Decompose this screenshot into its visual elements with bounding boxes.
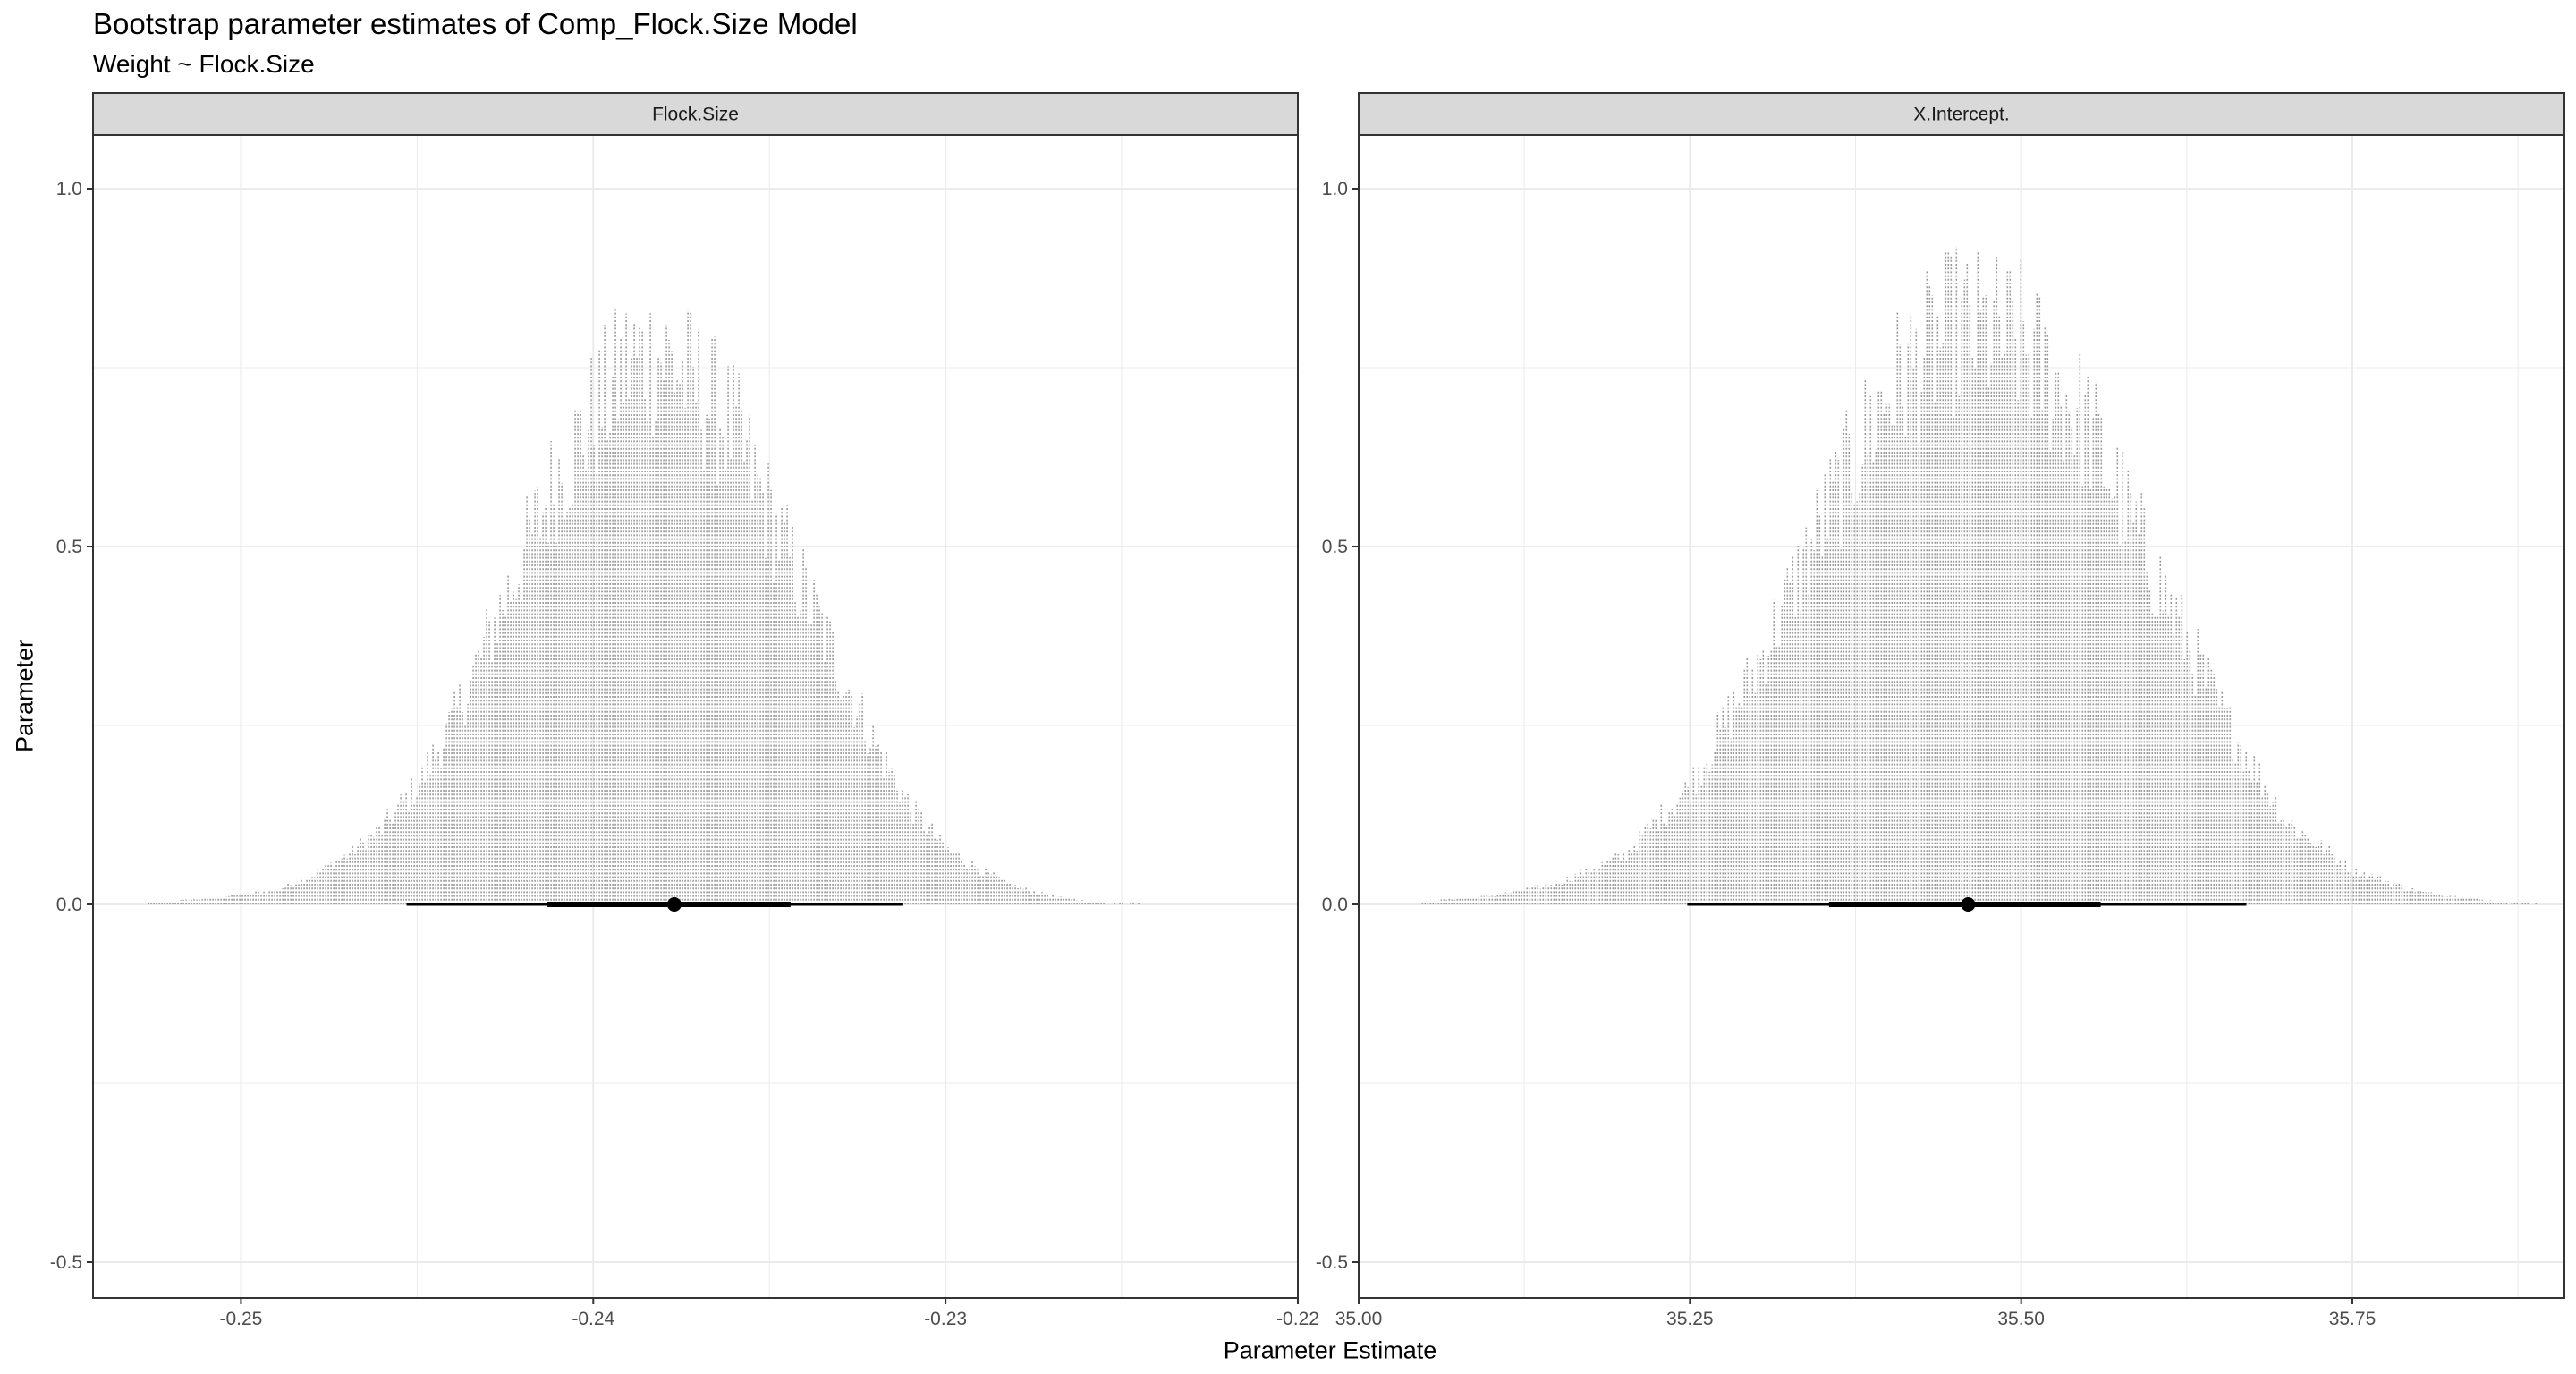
x-tick-label: -0.22	[1276, 1309, 1319, 1329]
facet-strip-label: X.Intercept.	[1913, 105, 2009, 125]
y-tick-label: -0.5	[1316, 1252, 1348, 1273]
panel-x-intercept-: X.Intercept. -0.5 0.0 0.5 1.0 35.00 35.25 35.50…	[1316, 92, 2565, 1329]
x-axis-label: Parameter Estimate	[1223, 1336, 1437, 1364]
x-tick-label: -0.24	[572, 1309, 614, 1329]
panel-flock-size: Flock.Size -0.5 0.0 0.5 1.0 -0.25 -0.24 -0.23 -0…	[50, 92, 1319, 1329]
chart-title: Bootstrap parameter estimates of Comp_Fl…	[93, 7, 858, 40]
x-tick-label: 35.50	[1997, 1309, 2045, 1329]
y-axis-label: Parameter	[11, 639, 38, 753]
x-tick-label: 35.25	[1666, 1309, 1714, 1329]
y-tick-label: 0.0	[1322, 895, 1348, 915]
x-tick-label: 35.00	[1335, 1309, 1383, 1329]
x-tick-label: -0.25	[219, 1309, 262, 1329]
x-tick-label: -0.23	[924, 1309, 967, 1329]
y-tick-label: 1.0	[1322, 179, 1348, 199]
y-tick-label: 0.5	[56, 537, 82, 557]
facet-strip	[92, 92, 1299, 136]
y-tick-label: 0.5	[1322, 537, 1348, 557]
point-estimate	[666, 897, 682, 912]
facet-strip-label: Flock.Size	[652, 105, 739, 125]
point-estimate	[1961, 897, 1976, 912]
y-tick-label: 1.0	[56, 179, 82, 199]
y-tick-label: 0.0	[56, 895, 82, 915]
chart-subtitle: Weight ~ Flock.Size	[93, 50, 315, 78]
x-tick-label: 35.75	[2329, 1309, 2377, 1329]
y-tick-label: -0.5	[50, 1252, 82, 1273]
facet-strip	[1358, 92, 2565, 136]
